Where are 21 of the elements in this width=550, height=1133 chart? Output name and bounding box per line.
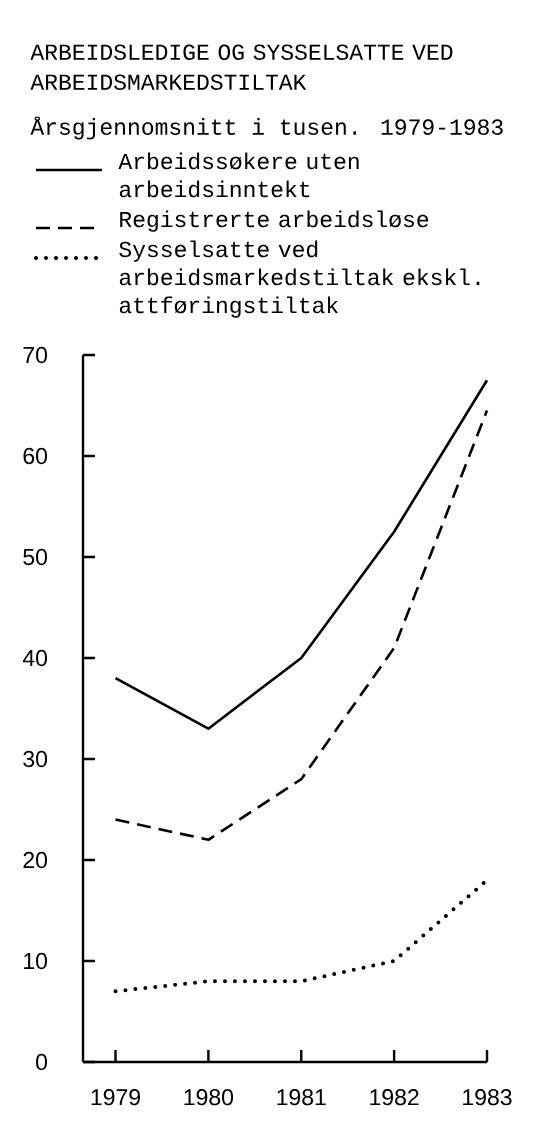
x-tick-label: 1981 (277, 1089, 326, 1106)
chart-title: ARBEIDSLEDIGE OG SYSSELSATTE VED ARBEIDSMARKEDSTILTAK (30, 44, 453, 90)
x-tick-label: 1982 (370, 1089, 419, 1106)
legend-label: Sysselsatte ved arbeidsmarkedstiltak ekskl. attføringstiltak (119, 240, 480, 318)
y-tick-label: 50 (23, 548, 48, 566)
legend-label: Registrerte arbeidsløse (120, 210, 429, 232)
y-tick-label: 0 (36, 1053, 48, 1071)
chart-subtitle: Årsgjennomsnitt i tusen. 1979-1983 (30, 116, 503, 140)
y-tick-label: 60 (23, 447, 48, 465)
y-tick-label: 20 (23, 851, 48, 869)
x-tick-label: 1979 (91, 1089, 140, 1106)
legend-label: Arbeidssøkere uten arbeidsinntekt (118, 152, 359, 198)
line-series (113, 878, 489, 994)
line-series (114, 409, 489, 842)
y-tick-label: 40 (22, 649, 48, 667)
y-tick-label: 70 (23, 346, 48, 364)
y-tick-label: 10 (24, 952, 48, 970)
x-tick-label: 1983 (463, 1089, 512, 1106)
y-tick-label: 30 (23, 750, 48, 768)
line-series (114, 378, 489, 730)
x-tick-label: 1980 (184, 1089, 234, 1106)
